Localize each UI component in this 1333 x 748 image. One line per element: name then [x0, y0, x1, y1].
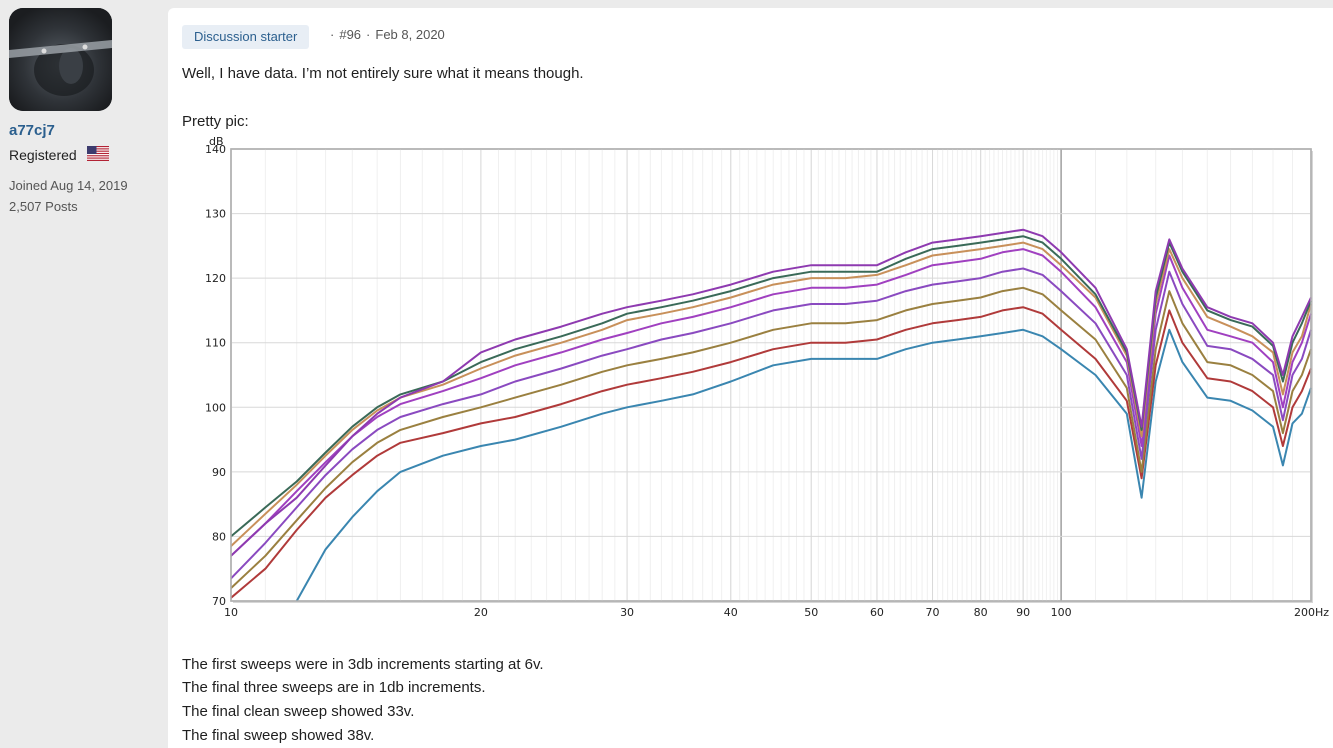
series-line-4 — [230, 267, 1312, 580]
series-line-1 — [295, 328, 1312, 602]
post-count: 2,507 Posts — [9, 199, 78, 214]
post-line: The final clean sweep showed 33v. — [182, 703, 415, 720]
y-tick-label: 90 — [212, 466, 226, 479]
pic-label: Pretty pic: — [182, 113, 249, 130]
series-line-8 — [230, 228, 1312, 557]
y-tick-label: 70 — [212, 595, 226, 608]
plot-frame — [230, 148, 1312, 602]
x-tick-label: 10 — [224, 606, 238, 619]
post-meta: · #96 · Feb 8, 2020 — [330, 27, 450, 42]
post-number-link[interactable]: #96 — [339, 27, 362, 42]
x-tick-label: 70 — [926, 606, 940, 619]
username-link[interactable]: a77cj7 — [9, 122, 55, 139]
post-line: The first sweeps were in 3db increments … — [182, 656, 544, 673]
series-line-2 — [230, 306, 1312, 599]
x-tick-label: 30 — [620, 606, 634, 619]
x-tick-label: 90 — [1016, 606, 1030, 619]
post-date: Feb 8, 2020 — [375, 27, 445, 42]
meta-separator: · — [330, 27, 335, 42]
y-tick-label: 140 — [205, 143, 226, 156]
meta-separator: · — [366, 27, 371, 42]
y-tick-label: 100 — [205, 401, 226, 414]
series-line-5 — [230, 248, 1312, 557]
user-sidebar: a77cj7 Registered Joined Aug 14, 2019 2,… — [0, 0, 168, 748]
post-line: The final three sweeps are in 1db increm… — [182, 679, 486, 696]
avatar-image — [9, 8, 112, 111]
avatar[interactable] — [9, 8, 112, 111]
y-tick-label: 110 — [205, 337, 226, 350]
user-role: Registered — [9, 147, 77, 163]
x-tick-label: 50 — [804, 606, 818, 619]
frequency-response-chart[interactable]: 10 20 30 40 50 60 70 80 90 100 200Hz 70 80 90 100 110 12… — [190, 133, 1333, 628]
chart-svg: 10 20 30 40 50 60 70 80 90 100 200Hz 70 80 90 100 110 12… — [205, 135, 1329, 619]
x-tick-label: 100 — [1051, 606, 1072, 619]
post-content: Discussion starter · #96 · Feb 8, 2020 Well… — [168, 8, 1333, 748]
x-tick-label: 200Hz — [1294, 606, 1329, 619]
x-tick-label: 40 — [724, 606, 738, 619]
us-flag-icon — [87, 146, 109, 161]
series-line-6 — [230, 241, 1312, 547]
series-line-3 — [230, 286, 1312, 589]
y-tick-label: 80 — [212, 530, 226, 543]
x-tick-label: 80 — [974, 606, 988, 619]
joined-date: Joined Aug 14, 2019 — [9, 178, 128, 193]
y-axis-label: dB — [209, 135, 224, 148]
y-tick-label: 130 — [205, 208, 226, 221]
x-tick-label: 20 — [474, 606, 488, 619]
x-tick-label: 60 — [870, 606, 884, 619]
post-line: The final sweep showed 38v. — [182, 727, 375, 744]
y-tick-label: 120 — [205, 272, 226, 285]
post-intro: Well, I have data. I’m not entirely sure… — [182, 65, 584, 82]
discussion-starter-badge: Discussion starter — [182, 25, 310, 49]
